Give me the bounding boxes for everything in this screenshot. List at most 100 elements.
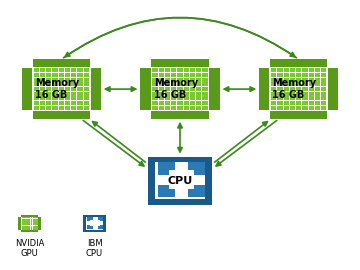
Bar: [59, 78, 64, 82]
Bar: [202, 73, 208, 77]
Bar: [177, 68, 183, 72]
Bar: [84, 101, 89, 105]
Text: Memory
16 GB: Memory 16 GB: [35, 78, 79, 100]
Bar: [196, 87, 201, 91]
Bar: [31, 227, 32, 228]
Bar: [59, 73, 64, 77]
Bar: [27, 217, 29, 218]
Bar: [25, 217, 27, 218]
Bar: [159, 92, 164, 96]
Bar: [302, 73, 308, 77]
Bar: [59, 101, 64, 105]
Bar: [190, 73, 195, 77]
Bar: [321, 92, 327, 96]
Bar: [90, 110, 101, 119]
Bar: [271, 78, 276, 82]
Bar: [25, 228, 27, 230]
Bar: [22, 228, 23, 230]
Bar: [31, 217, 32, 218]
Bar: [202, 96, 208, 100]
Bar: [52, 73, 58, 77]
Bar: [40, 96, 45, 100]
Bar: [271, 101, 276, 105]
Bar: [184, 96, 189, 100]
Bar: [309, 92, 314, 96]
Bar: [40, 87, 45, 91]
Bar: [208, 110, 220, 119]
Bar: [46, 87, 51, 91]
Bar: [22, 59, 33, 68]
Bar: [156, 163, 204, 199]
Bar: [90, 225, 93, 227]
Bar: [158, 163, 175, 175]
Bar: [284, 82, 289, 86]
Bar: [77, 96, 82, 100]
Bar: [33, 226, 34, 227]
Bar: [59, 87, 64, 91]
Bar: [18, 215, 21, 217]
Bar: [46, 68, 51, 72]
Bar: [159, 87, 164, 91]
Bar: [35, 224, 36, 225]
Bar: [87, 217, 93, 221]
Bar: [33, 217, 34, 218]
Bar: [290, 106, 295, 110]
Bar: [23, 224, 25, 225]
Bar: [27, 220, 29, 221]
Bar: [315, 101, 320, 105]
Bar: [22, 224, 23, 225]
Bar: [152, 106, 158, 110]
Bar: [315, 68, 320, 72]
Bar: [31, 221, 32, 223]
Bar: [259, 59, 270, 68]
Bar: [84, 73, 89, 77]
Bar: [271, 73, 276, 77]
Bar: [321, 78, 327, 82]
Bar: [190, 82, 195, 86]
Bar: [321, 68, 327, 72]
Bar: [196, 106, 201, 110]
Bar: [36, 226, 38, 227]
Bar: [22, 223, 23, 224]
Bar: [59, 68, 64, 72]
Bar: [152, 92, 158, 96]
Bar: [278, 101, 283, 105]
Bar: [84, 87, 89, 91]
Bar: [29, 217, 31, 218]
Bar: [65, 96, 70, 100]
Bar: [284, 106, 289, 110]
Bar: [296, 96, 301, 100]
Bar: [84, 106, 89, 110]
Text: Memory
16 GB: Memory 16 GB: [273, 78, 316, 100]
Bar: [52, 82, 58, 86]
Bar: [59, 82, 64, 86]
Bar: [84, 92, 89, 96]
Bar: [25, 224, 27, 225]
Bar: [35, 223, 36, 224]
Bar: [31, 219, 32, 220]
Bar: [71, 78, 76, 82]
Bar: [59, 96, 64, 100]
Bar: [23, 217, 25, 218]
Bar: [40, 106, 45, 110]
Bar: [309, 68, 314, 72]
Bar: [165, 101, 170, 105]
Bar: [40, 78, 45, 82]
Bar: [271, 92, 276, 96]
Bar: [27, 227, 29, 228]
Bar: [190, 106, 195, 110]
Bar: [327, 59, 338, 68]
Bar: [86, 217, 103, 230]
Bar: [31, 224, 32, 225]
Bar: [87, 225, 93, 229]
Bar: [22, 219, 23, 220]
Bar: [29, 224, 31, 225]
Bar: [302, 101, 308, 105]
Bar: [84, 96, 89, 100]
Bar: [36, 228, 38, 230]
Bar: [159, 82, 164, 86]
Bar: [188, 163, 204, 175]
Bar: [29, 228, 31, 230]
Bar: [302, 92, 308, 96]
Bar: [29, 223, 31, 224]
